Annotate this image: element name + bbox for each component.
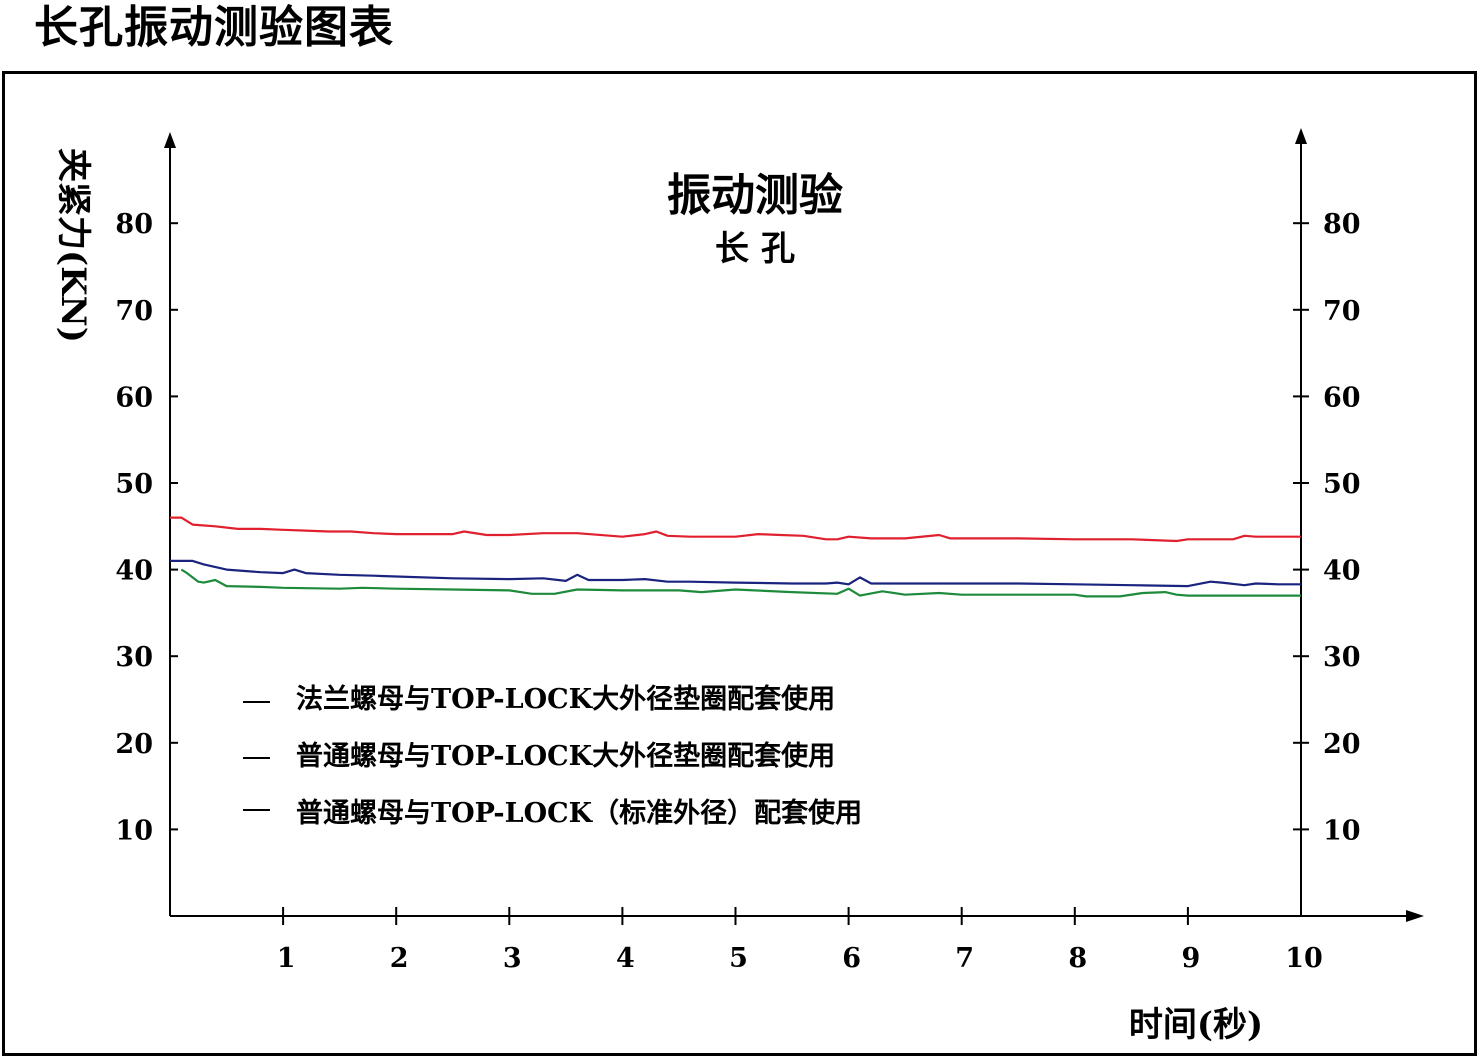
right-y-tick: 50 xyxy=(1293,469,1361,500)
left-y-tick: 20 xyxy=(115,729,178,760)
x-tick-label: 4 xyxy=(616,943,635,974)
x-tick: 5 xyxy=(729,907,748,974)
right-y-tick-label: 70 xyxy=(1323,296,1361,327)
left-y-tick-label: 10 xyxy=(115,815,153,846)
x-tick: 4 xyxy=(616,907,635,974)
left-y-tick: 40 xyxy=(115,556,178,587)
x-axis-arrow-icon xyxy=(1406,910,1424,922)
x-tick-label: 2 xyxy=(390,943,409,974)
left-y-tick-label: 40 xyxy=(115,556,153,587)
left-y-tick: 60 xyxy=(115,382,178,413)
left-y-tick-label: 70 xyxy=(115,296,153,327)
legend-label-plain-standard: 普通螺母与TOP-LOCK（标准外径）配套使用 xyxy=(296,797,862,829)
x-tick-label: 3 xyxy=(503,943,522,974)
right-y-tick-label: 10 xyxy=(1323,815,1361,846)
left-y-tick: 70 xyxy=(115,296,178,327)
left-y-ticks: 10 20 30 40 50 60 70 80 xyxy=(115,209,178,846)
x-tick: 9 xyxy=(1182,907,1201,974)
left-y-tick-label: 30 xyxy=(115,642,153,673)
chart-title-block: 振动测验 长孔 xyxy=(667,170,843,269)
right-y-tick: 40 xyxy=(1293,556,1361,587)
legend-label-flange: 法兰螺母与TOP-LOCK大外径垫圈配套使用 xyxy=(296,684,835,715)
x-tick-label: 5 xyxy=(729,943,748,974)
x-axis-label: 时间(秒) xyxy=(1129,1005,1263,1045)
right-y-axis-arrow-icon xyxy=(1295,128,1307,144)
left-y-axis-arrow-icon xyxy=(164,132,176,148)
axes xyxy=(164,128,1424,922)
series-line-flange-nut xyxy=(170,516,1301,543)
x-tick: 2 xyxy=(390,907,409,974)
left-y-tick-label: 60 xyxy=(115,382,153,413)
x-tick-label: 6 xyxy=(842,943,861,974)
x-tick-label: 1 xyxy=(277,943,296,974)
x-tick-label: 10 xyxy=(1285,943,1323,974)
right-y-tick: 30 xyxy=(1293,642,1361,673)
right-y-ticks: 10 20 30 40 50 60 70 80 xyxy=(1293,209,1361,846)
right-y-tick-label: 20 xyxy=(1323,729,1361,760)
left-y-tick: 50 xyxy=(115,469,178,500)
x-tick-label: 8 xyxy=(1068,943,1087,974)
right-y-tick: 70 xyxy=(1293,296,1361,327)
right-y-tick-label: 50 xyxy=(1323,469,1361,500)
left-y-tick-label: 80 xyxy=(115,209,153,240)
legend-label-plain-large: 普通螺母与TOP-LOCK大外径垫圈配套使用 xyxy=(296,740,835,772)
x-ticks: 1 2 3 4 5 6 7 8 9 10 xyxy=(277,907,1323,974)
x-tick: 3 xyxy=(503,907,522,974)
x-tick: 8 xyxy=(1068,907,1087,974)
series-line-plain-nut-large xyxy=(170,559,1301,588)
left-y-tick-label: 50 xyxy=(115,469,153,500)
right-y-tick: 80 xyxy=(1293,209,1361,240)
x-tick: 10 xyxy=(1285,943,1323,974)
right-y-tick: 20 xyxy=(1293,729,1361,760)
x-tick: 6 xyxy=(842,907,861,974)
left-y-tick-label: 20 xyxy=(115,729,153,760)
left-y-tick: 30 xyxy=(115,642,178,673)
right-y-tick-label: 40 xyxy=(1323,556,1361,587)
series-lines xyxy=(170,516,1301,598)
left-y-tick: 80 xyxy=(115,209,178,240)
right-y-tick: 10 xyxy=(1293,815,1361,846)
right-y-tick-label: 30 xyxy=(1323,642,1361,673)
left-y-tick: 10 xyxy=(115,815,178,846)
x-tick-label: 7 xyxy=(955,943,974,974)
series-line-plain-nut-standard xyxy=(180,568,1301,598)
chart-subtitle: 长孔 xyxy=(715,229,807,269)
y-axis-label: 夹紧力(KN) xyxy=(53,148,93,343)
x-tick-label: 9 xyxy=(1182,943,1201,974)
x-tick: 1 xyxy=(277,907,296,974)
chart-frame xyxy=(2,71,1477,1056)
right-y-tick-label: 80 xyxy=(1323,209,1361,240)
x-tick: 7 xyxy=(955,907,974,974)
page-title: 长孔振动测验图表 xyxy=(34,2,394,53)
right-y-tick: 60 xyxy=(1293,382,1361,413)
legend: 法兰螺母与TOP-LOCK大外径垫圈配套使用 普通螺母与TOP-LOCK大外径垫… xyxy=(243,684,862,829)
right-y-tick-label: 60 xyxy=(1323,382,1361,413)
chart-title: 振动测验 xyxy=(667,170,843,221)
